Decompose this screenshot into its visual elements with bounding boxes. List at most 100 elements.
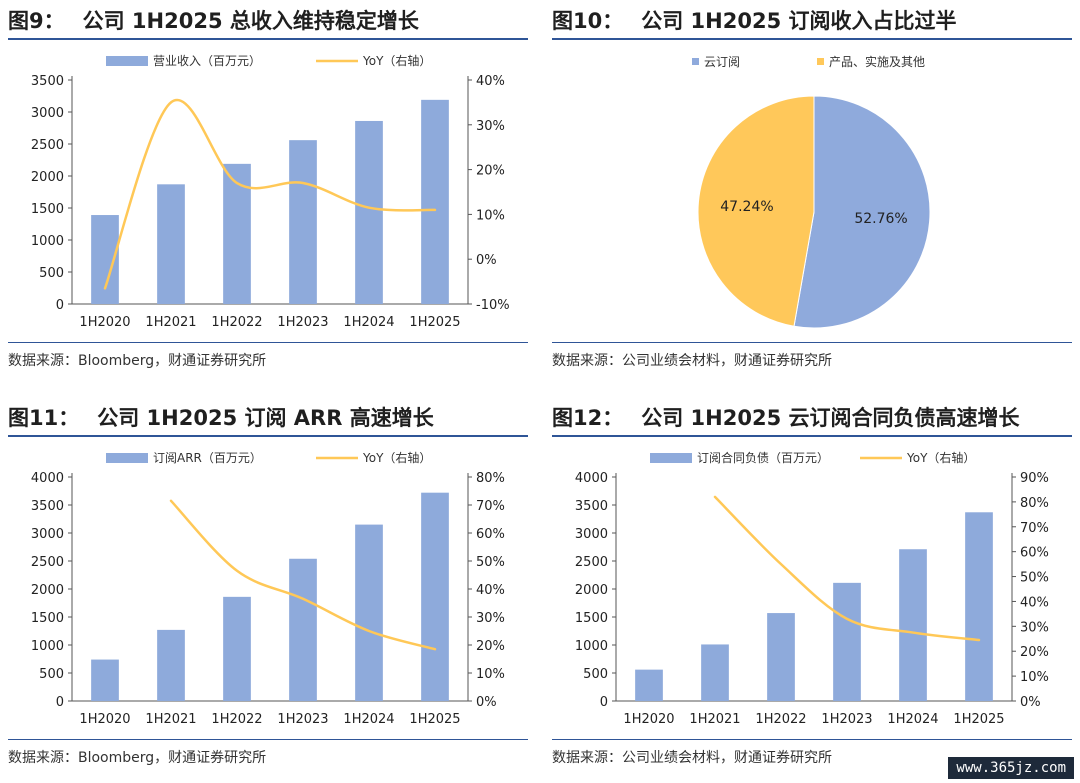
y-tick-label-right: 80% [476,471,505,486]
pie-value-label: 47.24% [720,199,773,215]
x-tick-label: 1H2025 [409,712,460,727]
y-tick-label-right: 10% [476,208,505,223]
bar [767,613,795,701]
y-tick-label-right: 0% [476,695,497,710]
legend-line-label: YoY（右轴） [362,450,431,465]
y-tick-label-right: 30% [476,119,505,134]
x-tick-label: 1H2024 [343,712,394,727]
y-tick-label-right: 80% [1020,496,1049,511]
source-rule [8,739,528,740]
legend-bar-label: 营业收入（百万元） [153,54,261,68]
y-tick-label-left: 4000 [575,471,608,486]
y-tick-label-left: 1500 [31,611,64,626]
legend-bar-label: 订阅合同负债（百万元） [697,450,829,465]
legend-bar-swatch [650,453,692,463]
y-tick-label-right: 40% [1020,595,1049,610]
source-note: 数据来源：公司业绩会材料，财通证券研究所 [552,750,832,766]
figure-number: 图9： [8,9,65,33]
y-tick-label-left: 3500 [575,499,608,514]
figure-title-text: 公司 1H2025 总收入维持稳定增长 [82,9,419,33]
y-tick-label-left: 1000 [31,234,64,249]
bar [701,644,729,701]
legend-bar-swatch [106,56,148,66]
y-tick-label-right: 50% [476,555,505,570]
figure-title: 图10： 公司 1H2025 订阅收入占比过半 [552,4,957,38]
y-tick-label-right: 40% [476,74,505,89]
y-tick-label-right: 20% [476,639,505,654]
y-tick-label-left: 4000 [31,471,64,486]
source-rule [552,739,1072,740]
bar [223,163,251,304]
title-rule [552,435,1072,437]
watermark: www.365jz.com [948,757,1074,779]
pie-slice [793,95,931,329]
y-tick-label-left: 3500 [31,499,64,514]
y-tick-label-right: 50% [1020,571,1049,586]
figure-title-text: 公司 1H2025 订阅 ARR 高速增长 [97,406,434,430]
bar [965,512,993,701]
y-tick-label-left: 1000 [31,639,64,654]
x-tick-label: 1H2022 [211,315,262,330]
y-tick-label-left: 2500 [31,555,64,570]
chart-revenue: 营业收入（百万元） YoY（右轴） 0 500 1000 1500 2000 2500 3000… [31,53,510,330]
x-tick-label: 1H2023 [277,712,328,727]
y-tick-label-left: 0 [600,695,608,710]
bar [899,549,927,701]
y-tick-label-left: 500 [39,266,64,281]
figure-title-text: 公司 1H2025 订阅收入占比过半 [641,9,957,33]
legend-bar-label: 订阅ARR（百万元） [153,451,262,465]
x-tick-label: 1H2023 [277,315,328,330]
title-rule [8,38,528,40]
x-tick-label: 1H2021 [145,315,196,330]
x-tick-label: 1H2025 [409,315,460,330]
y-tick-label-left: 0 [56,298,64,313]
title-rule [8,435,528,437]
y-tick-label-right: 0% [1020,695,1041,710]
figure-10-panel: 图10： 公司 1H2025 订阅收入占比过半 云订阅 产品、实施及其他 52.76%… [552,4,1072,374]
yoy-line [103,98,437,290]
y-tick-label-right: 0% [476,253,497,268]
y-tick-label-right: 10% [476,667,505,682]
bar [289,558,317,701]
figure-12-panel: 图12： 公司 1H2025 云订阅合同负债高速增长 订阅合同负债（百万元） YoY… [552,401,1072,781]
bar [223,596,251,701]
y-tick-label-right: 20% [1020,645,1049,660]
y-tick-label-left: 500 [583,667,608,682]
x-tick-label: 1H2021 [689,712,740,727]
figure-11-panel: 图11： 公司 1H2025 订阅 ARR 高速增长 订阅ARR（百万元） YoY（… [8,401,528,781]
y-tick-label-left: 2000 [31,170,64,185]
legend-line-label: YoY（右轴） [906,450,975,465]
y-tick-label-right: 60% [476,527,505,542]
figure-title: 图12： 公司 1H2025 云订阅合同负债高速增长 [552,401,1020,435]
bar [355,524,383,701]
y-tick-label-right: 30% [476,611,505,626]
x-tick-label: 1H2023 [821,712,872,727]
pie-slice [697,95,815,327]
x-tick-label: 1H2022 [211,712,262,727]
figure-number: 图10： [552,9,624,33]
y-tick-label-right: 60% [1020,546,1049,561]
source-rule [8,342,528,343]
y-tick-label-left: 0 [56,695,64,710]
figure-title-text: 公司 1H2025 云订阅合同负债高速增长 [641,406,1020,430]
x-tick-label: 1H2021 [145,712,196,727]
pie-value-label: 52.76% [854,211,907,227]
y-tick-label-left: 3000 [31,527,64,542]
yoy-line [169,499,437,651]
y-tick-label-right: 90% [1020,471,1049,486]
figure-9-panel: 图9： 公司 1H2025 总收入维持稳定增长 营业收入（百万元） YoY（右轴） 0… [8,4,528,374]
y-tick-label-left: 2500 [31,138,64,153]
source-note: 数据来源：Bloomberg，财通证券研究所 [8,750,267,766]
x-tick-label: 1H2020 [79,315,130,330]
legend-swatch-cloud [692,58,699,65]
y-tick-label-left: 2500 [575,555,608,570]
legend-label-cloud: 云订阅 [704,55,740,69]
y-tick-label-right: 70% [1020,521,1049,536]
x-tick-label: 1H2022 [755,712,806,727]
figure-title: 图11： 公司 1H2025 订阅 ARR 高速增长 [8,401,434,435]
chart-subscription-arr: 订阅ARR（百万元） YoY（右轴） 0 500 1000 1500 2000 2500 300… [31,450,505,727]
chart-subscription-share: 云订阅 产品、实施及其他 52.76% 47.24% [692,54,931,329]
source-note: 数据来源：Bloomberg，财通证券研究所 [8,353,267,369]
yoy-line [713,495,981,642]
source-rule [552,342,1072,343]
